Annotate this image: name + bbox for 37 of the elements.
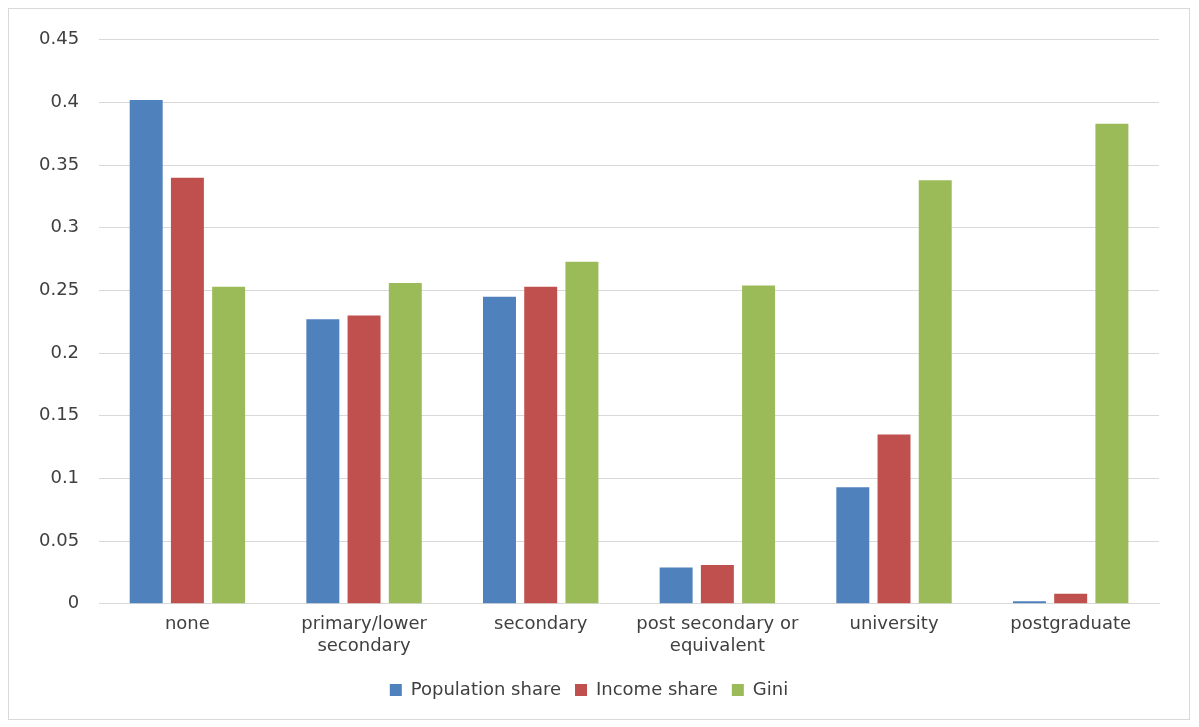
- x-tick-label: university: [849, 612, 939, 634]
- y-tick-label: 0.2: [50, 340, 80, 362]
- bar: [659, 567, 693, 604]
- y-tick-label: 0.3: [50, 215, 80, 237]
- x-tick-label: postgraduate: [1010, 612, 1132, 634]
- bar: [483, 296, 516, 604]
- y-tick-label: 0.1: [50, 466, 80, 488]
- y-tick-label: 0.05: [39, 528, 80, 550]
- legend-label: Population share: [410, 677, 561, 699]
- bar: [524, 286, 558, 604]
- y-tick-label: 0.4: [50, 90, 80, 112]
- bar: [129, 99, 163, 604]
- bar: [742, 285, 776, 604]
- bar: [1054, 593, 1088, 604]
- bar: [306, 319, 340, 604]
- bar: [700, 564, 734, 604]
- bar: [212, 286, 246, 604]
- y-tick-label: 0.15: [39, 403, 80, 425]
- x-tick-label: post secondary or equivalent: [636, 612, 799, 655]
- x-tick-label: secondary: [494, 612, 588, 634]
- y-tick-label: 0.45: [39, 27, 80, 49]
- bar: [918, 180, 952, 604]
- bar: [836, 487, 870, 604]
- y-tick-label: 0: [67, 591, 80, 613]
- y-tick-label: 0.35: [39, 152, 80, 174]
- bar: [347, 315, 381, 604]
- bar: [1095, 123, 1129, 604]
- bar: [388, 282, 422, 604]
- bar: [170, 177, 204, 604]
- bar: [877, 434, 911, 604]
- y-tick-label: 0.25: [39, 278, 80, 300]
- x-tick-label: primary/lower secondary: [301, 612, 428, 655]
- bar: [1012, 601, 1046, 604]
- legend-label: Gini: [752, 677, 789, 699]
- legend-label: Income share: [595, 677, 718, 699]
- bar: [565, 261, 599, 604]
- x-tick-label: none: [164, 612, 210, 634]
